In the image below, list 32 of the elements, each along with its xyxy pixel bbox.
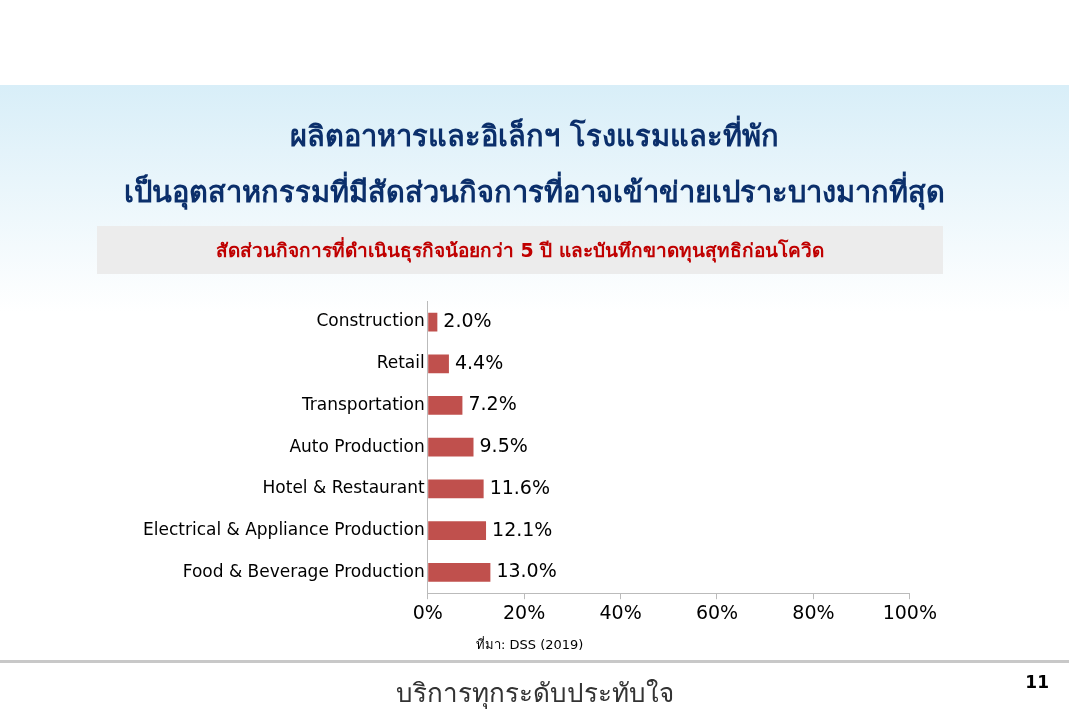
bar [428, 312, 438, 332]
data-label: 9.5% [479, 434, 528, 457]
data-label: 4.4% [454, 350, 504, 373]
y-tick-label: Transportation [300, 393, 425, 414]
bar [428, 479, 484, 499]
y-tick-label: Auto Production [289, 435, 425, 456]
x-tick-label: 0% [412, 600, 443, 623]
x-tick-label: 80% [792, 600, 835, 623]
bar [428, 562, 491, 582]
chart-title: ผลิตอาหารและอิเล็กฯ โรงแรมและที่พัก เป็นอุตสาหกรรมที่มีสัดส่วนกิจการที่อาจเข้าข่ายเปราะบางมากที่สุด [123, 114, 946, 212]
data-label: 7.2% [468, 392, 517, 415]
text: ที่มา: DSS (2019) [476, 635, 584, 654]
x-tick-label: 40% [599, 600, 642, 623]
x-tick-label: 100% [882, 600, 937, 623]
bar [428, 521, 487, 541]
text: 11 [1025, 672, 1049, 692]
text: บริการทุกระดับประทับใจ [395, 679, 674, 708]
bar [428, 437, 474, 457]
y-tick-label: Electrical & Appliance Production [142, 519, 425, 540]
y-tick-label: Construction [316, 310, 425, 331]
data-label: 11.6% [489, 475, 550, 498]
bar [428, 396, 463, 415]
y-tick-label: Retail [376, 352, 425, 373]
y-tick-label: Food & Beverage Production [182, 560, 425, 581]
x-tick-label: 20% [503, 600, 546, 623]
bar [428, 354, 449, 374]
data-label: 12.1% [492, 517, 553, 540]
x-tick-label: 60% [695, 600, 739, 623]
data-label: 13.0% [496, 559, 557, 582]
data-label: 2.0% [443, 308, 492, 331]
y-tick-label: Hotel & Restaurant [262, 477, 426, 498]
chart-subtitle: สัดส่วนกิจการที่ดำเนินธุรกิจน้อยกว่า 5 ปี และบันทึกขาดทุนสุทธิก่อนโควิด [97, 226, 943, 274]
